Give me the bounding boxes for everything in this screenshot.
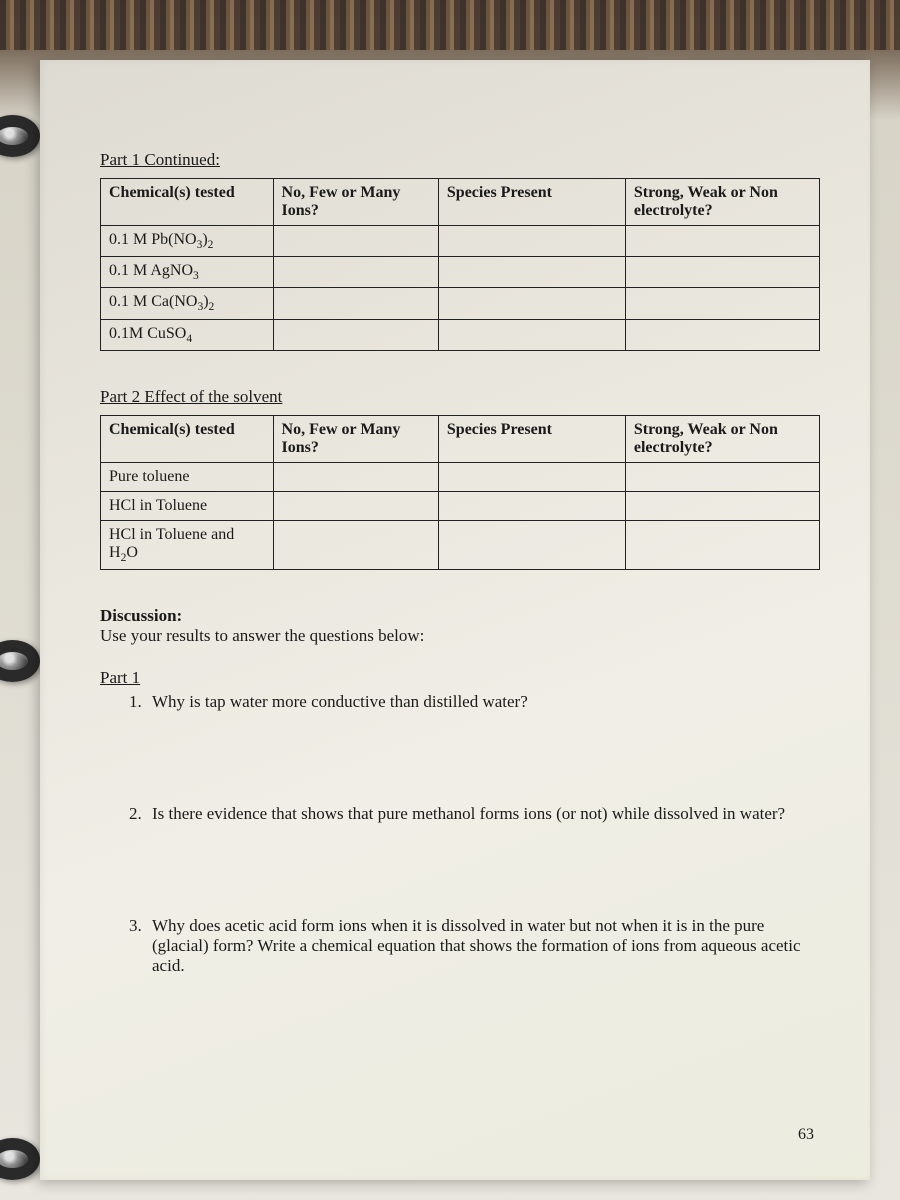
col-chemical: Chemical(s) tested [101, 179, 274, 226]
discussion-sub: Use your results to answer the questions… [100, 626, 820, 646]
cell-ions[interactable] [273, 288, 438, 319]
page-number: 63 [798, 1126, 814, 1144]
table-row: Pure toluene [101, 462, 820, 491]
cell-electrolyte[interactable] [625, 257, 819, 288]
cell-electrolyte[interactable] [625, 288, 819, 319]
cell-electrolyte[interactable] [625, 226, 819, 257]
background-strip [0, 0, 900, 50]
table-row: 0.1 M AgNO3 [101, 257, 820, 288]
cell-species[interactable] [438, 226, 625, 257]
cell-ions[interactable] [273, 491, 438, 520]
cell-ions[interactable] [273, 226, 438, 257]
table-row: 0.1 M Pb(NO3)2 [101, 226, 820, 257]
part1-title: Part 1 Continued: [100, 150, 820, 170]
col-ions: No, Few or Many Ions? [273, 415, 438, 462]
question-item: Why does acetic acid form ions when it i… [146, 916, 820, 976]
col-electrolyte: Strong, Weak or Non electrolyte? [625, 415, 819, 462]
question-item: Is there evidence that shows that pure m… [146, 804, 820, 824]
cell-species[interactable] [438, 462, 625, 491]
cell-ions[interactable] [273, 462, 438, 491]
cell-ions[interactable] [273, 257, 438, 288]
cell-species[interactable] [438, 319, 625, 350]
worksheet-page: Part 1 Continued: Chemical(s) tested No,… [40, 60, 870, 1180]
cell-species[interactable] [438, 288, 625, 319]
cell-chemical: Pure toluene [101, 462, 274, 491]
col-ions: No, Few or Many Ions? [273, 179, 438, 226]
cell-chemical: 0.1M CuSO4 [101, 319, 274, 350]
cell-chemical: 0.1 M AgNO3 [101, 257, 274, 288]
cell-electrolyte[interactable] [625, 462, 819, 491]
table-row: HCl in Toluene and H2O [101, 520, 820, 569]
binder-ring-icon [0, 640, 40, 682]
table-row: HCl in Toluene [101, 491, 820, 520]
questions-list: Why is tap water more conductive than di… [100, 692, 820, 976]
cell-electrolyte[interactable] [625, 520, 819, 569]
col-species: Species Present [438, 179, 625, 226]
discussion-heading: Discussion: [100, 606, 820, 626]
cell-species[interactable] [438, 491, 625, 520]
cell-electrolyte[interactable] [625, 319, 819, 350]
binder-ring-icon [0, 1138, 40, 1180]
question-item: Why is tap water more conductive than di… [146, 692, 820, 712]
discussion-block: Discussion: Use your results to answer t… [100, 606, 820, 646]
col-chemical: Chemical(s) tested [101, 415, 274, 462]
part2-title: Part 2 Effect of the solvent [100, 387, 820, 407]
table-header-row: Chemical(s) tested No, Few or Many Ions?… [101, 415, 820, 462]
part2-table: Chemical(s) tested No, Few or Many Ions?… [100, 415, 820, 570]
cell-chemical: HCl in Toluene [101, 491, 274, 520]
col-electrolyte: Strong, Weak or Non electrolyte? [625, 179, 819, 226]
table-row: 0.1 M Ca(NO3)2 [101, 288, 820, 319]
table-row: 0.1M CuSO4 [101, 319, 820, 350]
part1-table: Chemical(s) tested No, Few or Many Ions?… [100, 178, 820, 351]
col-species: Species Present [438, 415, 625, 462]
binder-ring-icon [0, 115, 40, 157]
cell-ions[interactable] [273, 520, 438, 569]
cell-chemical: HCl in Toluene and H2O [101, 520, 274, 569]
cell-ions[interactable] [273, 319, 438, 350]
cell-chemical: 0.1 M Ca(NO3)2 [101, 288, 274, 319]
cell-species[interactable] [438, 257, 625, 288]
cell-chemical: 0.1 M Pb(NO3)2 [101, 226, 274, 257]
table-header-row: Chemical(s) tested No, Few or Many Ions?… [101, 179, 820, 226]
cell-electrolyte[interactable] [625, 491, 819, 520]
questions-part-label: Part 1 [100, 668, 820, 688]
cell-species[interactable] [438, 520, 625, 569]
